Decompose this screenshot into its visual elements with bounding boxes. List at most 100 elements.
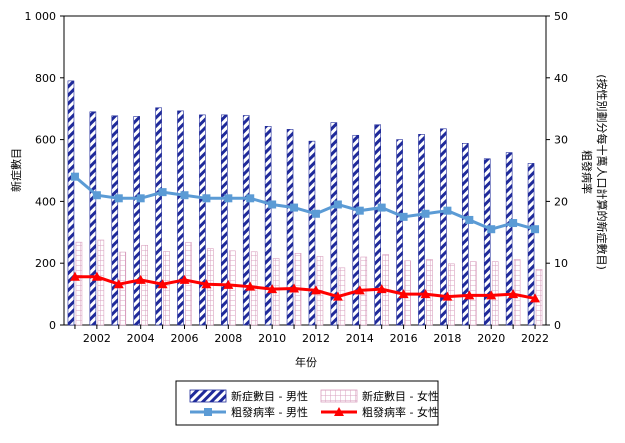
- y-left-tick-label: 800: [35, 72, 56, 85]
- legend-male-rate-marker: [204, 408, 212, 416]
- male-rate-point: [70, 172, 79, 181]
- male-rate-point: [268, 200, 277, 209]
- male-new-cases-bar: [264, 126, 272, 326]
- y-left-tick-label: 400: [35, 195, 56, 208]
- male-new-cases-bar: [505, 152, 513, 326]
- female-new-cases-bar: [491, 261, 499, 326]
- male-rate-point: [180, 191, 189, 200]
- male-new-cases-bar: [483, 158, 491, 326]
- male-rate-point: [465, 215, 474, 224]
- x-tick-label: 2008: [214, 332, 242, 345]
- female-rate-point: [486, 290, 497, 300]
- x-tick-label: 2006: [171, 332, 199, 345]
- female-rate-point: [442, 291, 453, 301]
- y-left-tick-label: 200: [35, 257, 56, 270]
- male-rate-point: [290, 203, 299, 212]
- legend-female-bar-swatch: [320, 389, 358, 403]
- male-rate-point: [311, 209, 320, 218]
- y-right-tick-label: 10: [554, 257, 568, 270]
- male-new-cases-bar: [199, 114, 206, 326]
- y-right-tick-label: 30: [554, 134, 568, 147]
- x-tick-label: 2018: [433, 332, 461, 345]
- male-rate-point: [246, 194, 255, 203]
- x-tick-label: 2014: [346, 332, 374, 345]
- legend-male-count-label: 新症數目 - 男性: [231, 389, 308, 403]
- male-rate-point: [158, 188, 167, 197]
- x-tick-label: 2016: [390, 332, 418, 345]
- female-new-cases-bar: [119, 251, 127, 326]
- y-left-tick-label: 600: [35, 134, 56, 147]
- male-rate-point: [531, 225, 540, 234]
- male-rate-point: [114, 194, 123, 203]
- y-right-tick-label: 20: [554, 195, 568, 208]
- male-new-cases-bar: [286, 129, 294, 326]
- y-right-tick-label: 40: [554, 72, 568, 85]
- male-new-cases-bar: [111, 115, 119, 326]
- male-new-cases-bar: [133, 116, 140, 326]
- male-new-cases-bar: [177, 110, 184, 326]
- female-new-cases-bar: [75, 241, 83, 326]
- female-rate-point: [310, 285, 321, 295]
- male-rate-point: [421, 209, 430, 218]
- male-rate-point: [443, 206, 452, 215]
- x-tick-label: 2020: [477, 332, 505, 345]
- y-right-axis-title-line-2: (按性別劃分每十萬人口計算的新症數目): [595, 74, 609, 270]
- male-new-cases-bar: [221, 114, 228, 326]
- female-rate-point: [245, 281, 256, 291]
- x-tick-label: 2002: [83, 332, 111, 345]
- female-new-cases-bar: [163, 251, 170, 326]
- female-rate-point: [179, 274, 190, 284]
- y-right-axis-title-line-1: 粗發病率: [580, 150, 594, 194]
- female-new-cases-bar: [97, 239, 105, 326]
- y-left-axis-title: 新症數目: [9, 148, 23, 192]
- female-new-cases-bar: [513, 259, 521, 326]
- plot-frame: [63, 15, 547, 326]
- female-rate-point: [267, 284, 278, 294]
- male-new-cases-bar: [330, 122, 338, 326]
- male-rate-point: [355, 206, 364, 215]
- female-rate-line: [74, 275, 536, 300]
- male-rate-point: [509, 219, 518, 228]
- female-rate-point: [332, 291, 343, 301]
- female-rate-point: [201, 279, 212, 289]
- plot-area-border: [63, 15, 547, 326]
- female-rate-point: [69, 271, 80, 281]
- male-new-cases-bar: [527, 163, 535, 326]
- male-rate-point: [224, 194, 233, 203]
- y-right-tick-label: 0: [554, 319, 561, 332]
- y-left-tick-label: 0: [49, 319, 56, 332]
- lines-layer: [69, 172, 541, 303]
- legend: 新症數目 - 男性 新症數目 - 女性 粗發病率 - 男性 粗發病率 - 女性: [175, 380, 439, 426]
- female-new-cases-bar: [141, 244, 148, 326]
- y-left-tick-label: 1 000: [25, 10, 57, 23]
- ticks-layer: 0 200 400 600 800 1 000 0 10 20 30 40 50 2002 2004 200…: [25, 10, 569, 345]
- male-rate-point: [377, 203, 386, 212]
- female-rate-point: [398, 289, 409, 299]
- male-new-cases-bar: [352, 134, 360, 326]
- x-tick-label: 2012: [302, 332, 330, 345]
- female-rate-point: [113, 279, 124, 289]
- female-rate-point: [530, 293, 541, 303]
- male-rate-point: [487, 225, 496, 234]
- female-new-cases-bar: [426, 259, 433, 326]
- male-rate-point: [136, 194, 145, 203]
- male-new-cases-bar: [462, 143, 469, 326]
- legend-male-rate-label: 粗發病率 - 男性: [231, 405, 308, 419]
- female-rate-point: [420, 289, 431, 299]
- x-tick-label: 2004: [127, 332, 155, 345]
- female-rate-point: [508, 289, 519, 299]
- female-new-cases-bar: [470, 261, 477, 326]
- female-rate-point: [464, 290, 475, 300]
- male-rate-point: [399, 212, 408, 221]
- male-new-cases-bar: [89, 111, 97, 326]
- female-rate-point: [223, 279, 234, 289]
- male-new-cases-bar: [155, 107, 162, 326]
- female-rate-point: [135, 274, 146, 284]
- female-rate-point: [157, 279, 168, 289]
- female-rate-point: [289, 283, 300, 293]
- legend-box: [175, 380, 439, 426]
- female-rate-point: [91, 271, 102, 281]
- male-new-cases-bar: [67, 80, 75, 326]
